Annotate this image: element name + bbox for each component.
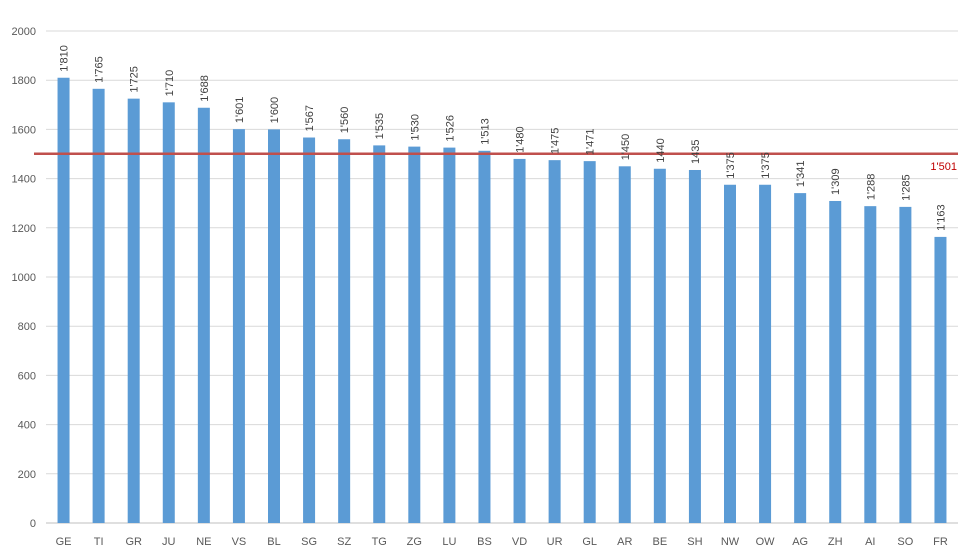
x-tick-label: OW: [756, 536, 776, 548]
data-label: 1'375: [760, 152, 772, 179]
bar: [268, 129, 280, 523]
x-tick-label: AR: [617, 536, 632, 548]
x-tick-label: LU: [442, 536, 456, 548]
data-label: 1440: [655, 138, 667, 162]
data-label: 1'471: [585, 129, 597, 156]
x-tick-label: VD: [512, 536, 527, 548]
data-label: 1'765: [94, 56, 106, 83]
x-tick-label: SO: [897, 536, 913, 548]
reference-line-label: 1'501: [930, 161, 957, 173]
x-tick-label: UR: [547, 536, 563, 548]
bar: [443, 147, 456, 523]
data-label: 1'810: [59, 45, 71, 72]
bar: [162, 102, 175, 523]
data-label: 1'288: [865, 174, 877, 201]
x-tick-label: ZG: [407, 536, 422, 548]
bar: [794, 193, 807, 523]
bar: [232, 129, 245, 524]
bar: [864, 206, 877, 524]
data-label: 1'600: [269, 97, 281, 124]
data-label: 1'450: [620, 134, 632, 161]
bars: [57, 77, 947, 524]
y-tick-label: 2000: [12, 26, 36, 38]
y-tick-label: 400: [18, 420, 36, 432]
bar: [688, 169, 701, 524]
x-tick-label: VS: [232, 536, 247, 548]
y-tick-label: 800: [18, 321, 36, 333]
bar: [92, 88, 105, 523]
x-tick-label: SH: [687, 536, 702, 548]
bar: [583, 161, 596, 523]
y-tick-label: 1000: [12, 272, 36, 284]
y-tick-label: 1200: [12, 223, 36, 235]
x-tick-label: BL: [267, 536, 280, 548]
bar: [513, 158, 526, 524]
bar: [197, 107, 210, 523]
bar: [724, 184, 736, 523]
bar: [653, 168, 666, 523]
data-label: 1'475: [550, 128, 562, 155]
bar: [548, 160, 561, 523]
data-label: 1'480: [515, 126, 527, 153]
bar: [618, 166, 631, 524]
data-label: 1'560: [339, 107, 351, 134]
data-label: 1'285: [900, 174, 912, 201]
data-label: 1'530: [409, 114, 421, 141]
bar: [759, 184, 772, 523]
bar: [127, 98, 140, 524]
bar: [303, 137, 316, 523]
data-label: 1'526: [444, 115, 456, 142]
x-tick-label: TG: [372, 536, 387, 548]
data-label: 1'341: [795, 161, 807, 188]
x-tick-label: NW: [721, 536, 740, 548]
data-labels: 1'810 1'765 1'725 1'710 1'688 1'601 1'600 1'567…: [59, 45, 948, 231]
data-label: 1435: [690, 140, 702, 164]
data-label: 1'309: [830, 168, 842, 195]
data-label: 1'163: [935, 204, 947, 231]
data-label: 1'725: [129, 66, 141, 93]
bar: [899, 206, 912, 523]
y-tick-label: 1800: [12, 75, 36, 87]
y-tick-label: 1400: [12, 174, 36, 186]
bar: [934, 236, 947, 524]
data-label: 1'601: [234, 97, 246, 124]
bar: [57, 77, 70, 524]
bar: [373, 145, 386, 523]
x-tick-label: AI: [865, 536, 875, 548]
reference-line-group: 1'501: [34, 152, 958, 173]
x-tick-label: TI: [94, 536, 104, 548]
x-tick-label: GE: [56, 536, 72, 548]
y-axis-tick-labels: 0 200 400 600 800 1000 1200 1400 1600 1800 2000: [12, 26, 36, 530]
x-tick-label: BS: [477, 536, 492, 548]
bar: [338, 139, 351, 524]
x-tick-label: GR: [125, 536, 142, 548]
y-tick-label: 200: [18, 469, 36, 481]
y-tick-label: 0: [30, 518, 36, 530]
bar: [829, 200, 842, 523]
x-tick-label: AG: [792, 536, 808, 548]
data-label: 1'688: [199, 75, 211, 102]
gridlines: [46, 30, 958, 475]
y-tick-label: 600: [18, 370, 36, 382]
x-tick-label: FR: [933, 536, 948, 548]
data-label: 1'513: [479, 118, 491, 145]
x-axis-tick-labels: GE TI GR JU NE VS BL SG SZ TG ZG LU BS VD UR GL AR BE SH NW…: [56, 536, 948, 548]
x-tick-label: BE: [653, 536, 668, 548]
data-label: 1'710: [164, 70, 176, 97]
x-tick-label: SZ: [337, 536, 351, 548]
x-tick-label: JU: [162, 536, 176, 548]
x-tick-label: ZH: [828, 536, 843, 548]
data-label: 1'375: [725, 152, 737, 179]
x-tick-label: NE: [196, 536, 211, 548]
bar: [408, 146, 421, 523]
data-label: 1'567: [304, 105, 316, 132]
y-tick-label: 1600: [12, 124, 36, 136]
bar: [478, 150, 491, 523]
data-label: 1'535: [374, 113, 386, 140]
x-tick-label: GL: [582, 536, 597, 548]
x-tick-label: SG: [301, 536, 317, 548]
